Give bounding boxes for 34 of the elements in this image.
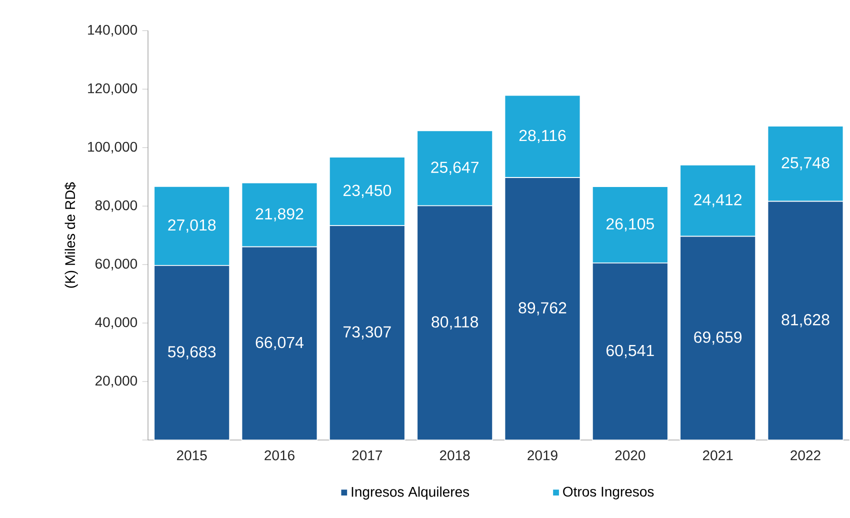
data-label: 60,541 [606, 344, 654, 358]
x-tick-label: 2019 [528, 450, 558, 460]
y-tick-label: 140,000 [88, 24, 138, 36]
x-tick-label: 2015 [176, 450, 207, 460]
data-label: 66,074 [256, 336, 304, 350]
legend-label: Otros Ingresos [563, 486, 654, 500]
data-label: 81,628 [782, 314, 830, 328]
data-label: 80,118 [432, 316, 478, 330]
data-label: 26,105 [606, 218, 654, 232]
data-label: 73,307 [344, 326, 391, 340]
data-label: 27,018 [168, 219, 216, 233]
data-label: 25,647 [431, 162, 478, 175]
y-axis-title: (K) Miles de RD$ [64, 182, 78, 288]
y-tick-label: 20,000 [95, 376, 138, 388]
x-tick-label: 2017 [352, 450, 382, 460]
x-tick-label: 2022 [790, 450, 820, 460]
y-tick-label: 120,000 [88, 83, 138, 95]
x-tick-label: 2020 [615, 450, 646, 460]
data-label: 69,659 [694, 332, 742, 345]
x-tick-label: 2018 [440, 450, 470, 460]
data-label: 89,762 [518, 302, 566, 316]
y-tick-label: 40,000 [95, 317, 138, 329]
data-label: 23,450 [343, 184, 392, 198]
data-label: 24,412 [694, 194, 742, 208]
data-label: 59,683 [168, 346, 216, 360]
x-tick-label: 2016 [264, 450, 294, 460]
data-label: 25,748 [782, 157, 830, 170]
y-tick-label: 80,000 [95, 200, 138, 212]
y-tick-label: 100,000 [88, 142, 138, 154]
legend-label: Ingresos Alquileres [352, 486, 470, 500]
data-label: 28,116 [519, 130, 566, 144]
x-tick-label: 2021 [702, 450, 733, 460]
data-label: 21,892 [256, 208, 304, 222]
y-tick-label: 60,000 [95, 258, 138, 270]
